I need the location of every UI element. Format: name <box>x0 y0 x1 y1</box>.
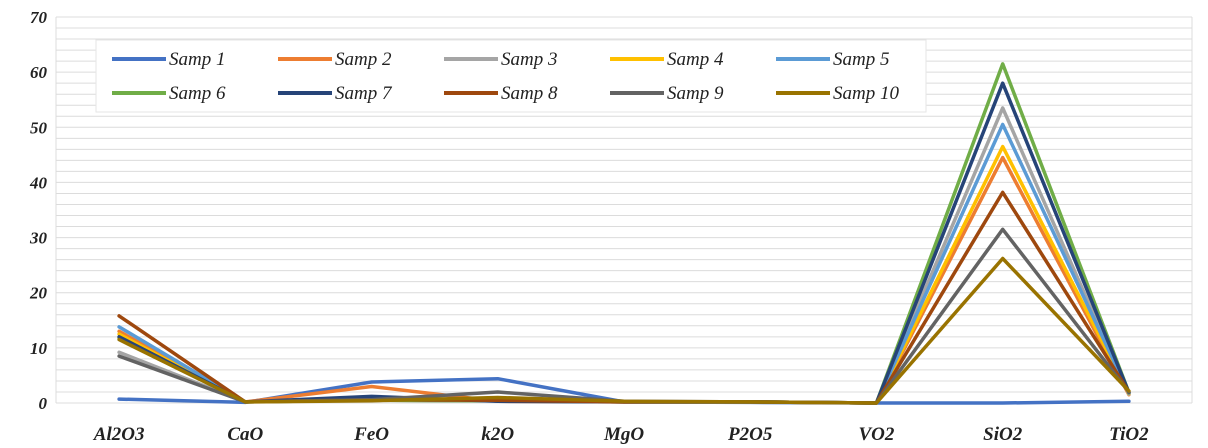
legend-label: Samp 8 <box>501 83 558 104</box>
y-tick-label: 10 <box>30 339 48 358</box>
x-tick-label: Al2O3 <box>93 424 145 445</box>
x-tick-label: TiO2 <box>1109 424 1149 445</box>
legend-label: Samp 6 <box>169 83 226 104</box>
legend-label: Samp 9 <box>667 83 724 104</box>
x-tick-label: FeO <box>353 424 389 445</box>
legend-label: Samp 3 <box>501 49 557 70</box>
legend-label: Samp 5 <box>833 49 889 70</box>
series-line-10 <box>117 256 1131 405</box>
legend-label: Samp 2 <box>335 49 392 70</box>
legend-label: Samp 4 <box>667 49 724 70</box>
y-tick-label: 70 <box>30 8 48 27</box>
x-tick-label: VO2 <box>858 424 894 445</box>
x-tick-label: MgO <box>603 424 644 445</box>
legend-label: Samp 7 <box>335 83 393 104</box>
x-tick-label: CaO <box>227 424 263 445</box>
y-tick-label: 50 <box>30 118 48 137</box>
legend-box <box>95 39 927 113</box>
legend: Samp 1 Samp 2 Samp 3 Samp 4 Samp 5 Samp 6 Samp… <box>95 39 927 113</box>
legend-label: Samp 1 <box>169 49 225 70</box>
y-tick-label: 20 <box>29 284 48 303</box>
y-tick-label: 60 <box>30 63 48 82</box>
y-tick-label: 30 <box>29 229 48 248</box>
series-lines <box>117 62 1131 405</box>
axes: 0 10 20 30 40 50 60 70 Al2O3 CaO FeO k2O MgO P2O5 VO2 S… <box>29 8 1149 445</box>
y-tick-label: 40 <box>29 173 48 192</box>
x-tick-label: k2O <box>481 424 514 445</box>
x-tick-label: P2O5 <box>727 424 773 445</box>
x-tick-label: SiO2 <box>983 424 1023 445</box>
legend-label: Samp 10 <box>833 83 899 104</box>
y-tick-label: 0 <box>39 394 48 413</box>
